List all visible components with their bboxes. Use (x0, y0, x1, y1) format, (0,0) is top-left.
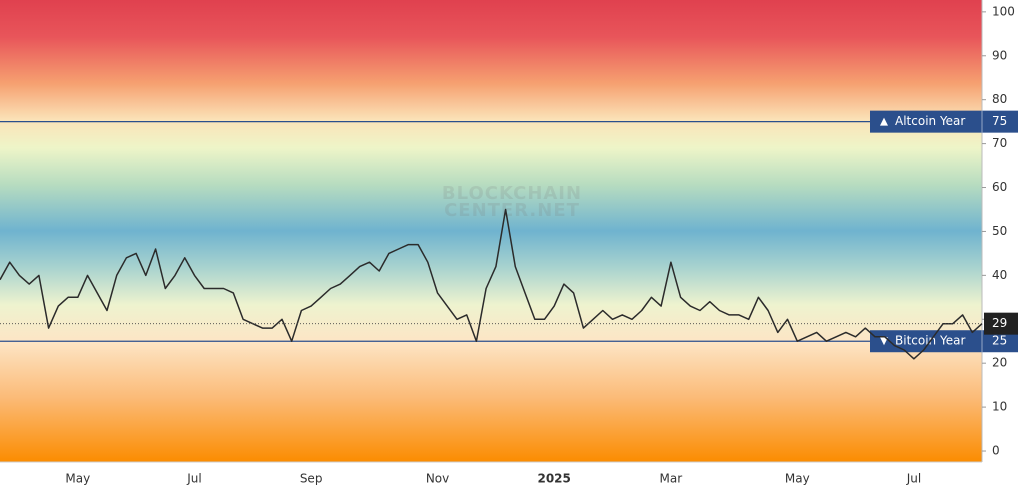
x-tick-label: Mar (660, 472, 683, 486)
threshold-label-box (870, 330, 1018, 353)
y-tick-label: 70 (992, 136, 1007, 150)
threshold-arrow (880, 337, 888, 346)
last-value-label: 29 (992, 316, 1007, 330)
x-tick-label: May (65, 472, 90, 486)
y-tick-label: 60 (992, 180, 1007, 194)
y-tick-label: 50 (992, 224, 1007, 238)
threshold-value: 25 (992, 334, 1007, 348)
y-tick-label: 100 (992, 4, 1015, 18)
watermark: BLOCKCHAIN (442, 183, 582, 204)
y-tick-label: 40 (992, 268, 1007, 282)
background (0, 0, 982, 462)
y-tick-label: 10 (992, 400, 1007, 414)
last-value-box (984, 312, 1018, 335)
threshold-label: Altcoin Year (895, 114, 965, 128)
threshold-label-box (870, 110, 1018, 133)
x-tick-label: May (785, 472, 810, 486)
x-tick-label: 2025 (537, 472, 570, 486)
data-line (0, 208, 983, 360)
threshold-value: 75 (992, 114, 1007, 128)
x-tick-label: Nov (426, 472, 449, 486)
y-tick-label: 20 (992, 356, 1007, 370)
x-tick-label: Jul (906, 472, 921, 486)
x-tick-label: Sep (300, 472, 323, 486)
y-tick-label: 0 (992, 444, 1000, 458)
x-tick-label: Jul (186, 472, 201, 486)
threshold-arrow (880, 117, 888, 126)
watermark: CENTER.NET (444, 200, 580, 221)
y-tick-label: 90 (992, 48, 1007, 62)
y-tick-label: 80 (992, 92, 1007, 106)
